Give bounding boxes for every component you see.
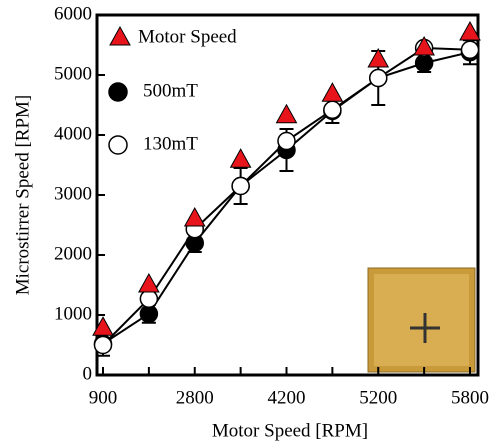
legend-label: 500mT [143, 80, 198, 101]
triangle-marker [183, 206, 206, 227]
y-tick-label: 0 [83, 363, 93, 384]
legend-label: Motor Speed [138, 26, 237, 47]
triangle-marker [92, 316, 114, 336]
legend-label: 130mT [143, 133, 198, 154]
circle-marker [93, 335, 113, 355]
y-tick-label: 4000 [54, 123, 92, 144]
legend-marker [108, 82, 128, 102]
triangle-marker [275, 103, 298, 124]
legend-marker [108, 135, 128, 155]
y-tick-label: 2000 [54, 243, 92, 264]
legend-marker [109, 25, 131, 46]
circle-marker [277, 131, 296, 151]
inset-image-inner [374, 274, 469, 366]
x-tick-label: 2800 [176, 387, 214, 408]
circle-marker [231, 176, 250, 196]
circle-marker [139, 289, 159, 309]
y-tick-label: 6000 [54, 3, 92, 24]
circle-marker [323, 100, 342, 120]
y-tick-label: 3000 [54, 183, 92, 204]
triangle-marker [229, 148, 252, 168]
circle-marker [460, 40, 480, 60]
circle-marker [369, 68, 388, 88]
x-tick-label: 4200 [268, 387, 306, 408]
triangle-marker [321, 82, 344, 102]
triangle-marker [413, 35, 435, 56]
x-axis-label: Motor Speed [RPM] [212, 420, 368, 441]
triangle-marker [459, 20, 481, 41]
x-tick-label: 5200 [359, 387, 397, 408]
y-tick-label: 5000 [54, 63, 92, 84]
triangle-marker [367, 47, 390, 68]
y-axis-label: Microstirrer Speed [RPM] [12, 95, 33, 296]
y-tick-label: 1000 [54, 303, 92, 324]
triangle-marker [138, 272, 160, 293]
x-tick-label: 900 [89, 387, 118, 408]
x-tick-label: 5800 [451, 387, 489, 408]
